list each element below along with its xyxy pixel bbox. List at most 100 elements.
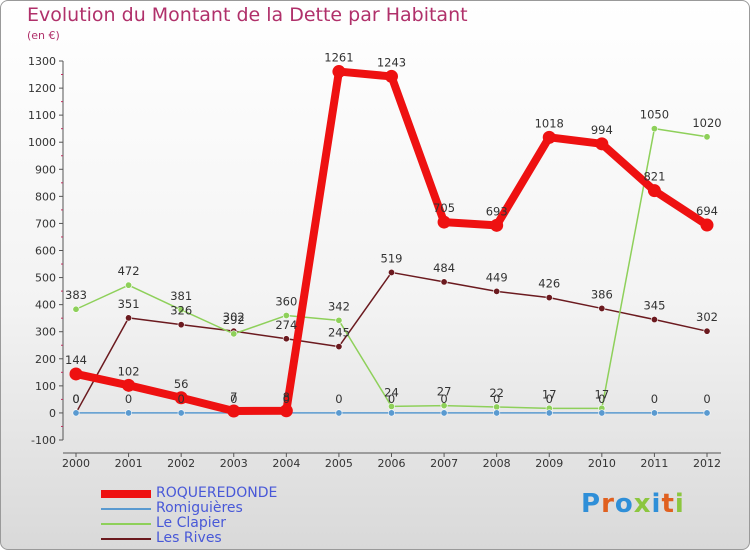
data-label-le-clapier: 22 — [489, 386, 504, 400]
data-point-le-clapier — [335, 316, 343, 324]
data-point-le-clapier — [177, 306, 185, 314]
series-line-le-clapier — [75, 127, 708, 410]
data-point-roqueredonde — [174, 391, 188, 405]
data-point-romiguieres — [545, 409, 553, 417]
x-tick-label: 2005 — [325, 457, 353, 470]
data-point-les-rives — [282, 335, 290, 343]
data-label-les-rives: 386 — [591, 287, 613, 301]
data-label-les-rives: 302 — [696, 310, 718, 324]
data-point-roqueredonde — [542, 130, 556, 144]
x-tick-label: 2000 — [62, 457, 90, 470]
x-tick-label: 2004 — [272, 457, 300, 470]
data-point-les-rives — [440, 278, 448, 286]
data-point-roqueredonde — [227, 404, 241, 418]
data-point-romiguieres — [598, 409, 606, 417]
data-label-romiguieres: 0 — [651, 392, 658, 406]
data-label-les-rives: 484 — [433, 261, 455, 275]
data-point-les-rives — [598, 304, 606, 312]
data-point-roqueredonde — [279, 404, 293, 418]
y-tick-label: 1300 — [28, 55, 56, 68]
data-label-romiguieres: 0 — [178, 392, 185, 406]
x-tick-label: 2001 — [115, 457, 143, 470]
data-label-les-rives: 449 — [486, 270, 508, 284]
legend-swatch — [101, 523, 151, 525]
data-point-roqueredonde — [647, 184, 661, 198]
data-point-roqueredonde — [332, 65, 346, 79]
y-tick-label: 0 — [49, 407, 56, 420]
x-tick-label: 2002 — [167, 457, 195, 470]
x-tick-label: 2010 — [588, 457, 616, 470]
data-point-romiguieres — [440, 409, 448, 417]
data-point-les-rives — [125, 314, 133, 322]
chart-title: Evolution du Montant de la Dette par Hab… — [27, 4, 468, 26]
legend-label: Les Rives — [156, 530, 222, 546]
data-point-les-rives — [545, 294, 553, 302]
data-label-le-clapier: 383 — [65, 288, 87, 302]
data-label-le-clapier: 24 — [384, 385, 399, 399]
data-point-le-clapier — [72, 305, 80, 313]
y-tick-label: 400 — [35, 299, 56, 312]
data-label-le-clapier: 27 — [437, 385, 452, 399]
logo-letter: o — [614, 489, 634, 519]
data-label-le-clapier: 360 — [275, 294, 297, 308]
data-point-les-rives — [177, 321, 185, 329]
y-tick-label: -100 — [31, 434, 56, 447]
data-point-le-clapier — [125, 281, 133, 289]
data-label-le-clapier: 381 — [170, 289, 192, 303]
legend-item: ROQUEREDONDE — [101, 486, 401, 501]
data-label-le-clapier: 292 — [223, 313, 245, 327]
y-tick-label: 200 — [35, 353, 56, 366]
data-label-les-rives: 519 — [381, 251, 403, 265]
legend-item: Le Clapier — [101, 516, 401, 531]
data-label-les-rives: 302 — [223, 310, 245, 324]
data-label-le-clapier: 1050 — [640, 108, 669, 122]
x-tick-label: 2012 — [693, 457, 721, 470]
data-label-les-rives: 326 — [170, 304, 192, 318]
data-point-romiguieres — [703, 409, 711, 417]
data-label-roqueredonde: 994 — [591, 123, 613, 137]
data-label-romiguieres: 0 — [335, 392, 342, 406]
data-label-roqueredonde: 705 — [433, 201, 455, 215]
data-point-romiguieres — [335, 409, 343, 417]
data-label-roqueredonde: 7 — [230, 390, 237, 404]
data-label-romiguieres: 0 — [546, 392, 553, 406]
legend-swatch — [101, 508, 151, 510]
y-tick-label: 700 — [35, 217, 56, 230]
data-label-les-rives: 245 — [328, 326, 350, 340]
data-label-le-clapier: 17 — [595, 387, 610, 401]
data-label-roqueredonde: 56 — [174, 377, 189, 391]
data-label-le-clapier: 1020 — [692, 116, 721, 130]
logo-letter: i — [651, 489, 662, 519]
logo-letter: x — [633, 489, 652, 519]
data-label-romiguieres: 0 — [388, 392, 395, 406]
x-tick-label: 2008 — [483, 457, 511, 470]
data-point-les-rives — [703, 327, 711, 335]
data-point-les-rives — [387, 268, 395, 276]
logo-letter: t — [661, 489, 675, 519]
data-label-romiguieres: 0 — [283, 392, 290, 406]
legend-label: Le Clapier — [156, 515, 227, 531]
data-label-romiguieres: 0 — [125, 392, 132, 406]
data-point-roqueredonde — [69, 367, 83, 381]
data-point-les-rives — [650, 316, 658, 324]
data-point-roqueredonde — [700, 218, 714, 232]
x-tick-label: 2009 — [535, 457, 563, 470]
y-tick-label: 600 — [35, 245, 56, 258]
data-point-roqueredonde — [437, 215, 451, 229]
data-label-roqueredonde: 102 — [118, 364, 140, 378]
data-label-le-clapier: 472 — [118, 264, 140, 278]
data-label-roqueredonde: 8 — [283, 390, 290, 404]
data-point-romiguieres — [72, 409, 80, 417]
data-label-le-clapier: 17 — [542, 387, 557, 401]
y-tick-label: 800 — [35, 190, 56, 203]
data-label-le-clapier: 342 — [328, 299, 350, 313]
y-tick-label: 1200 — [28, 82, 56, 95]
legend-label: Romiguières — [156, 500, 243, 516]
data-label-roqueredonde: 693 — [486, 204, 508, 218]
data-label-romiguieres: 0 — [72, 392, 79, 406]
y-tick-label: 300 — [35, 326, 56, 339]
logo-letter: i — [674, 489, 685, 519]
data-label-les-rives: 345 — [643, 299, 665, 313]
data-label-roqueredonde: 694 — [696, 204, 718, 218]
